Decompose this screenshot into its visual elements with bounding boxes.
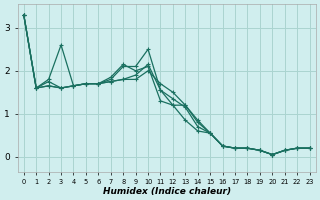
X-axis label: Humidex (Indice chaleur): Humidex (Indice chaleur) (103, 187, 231, 196)
